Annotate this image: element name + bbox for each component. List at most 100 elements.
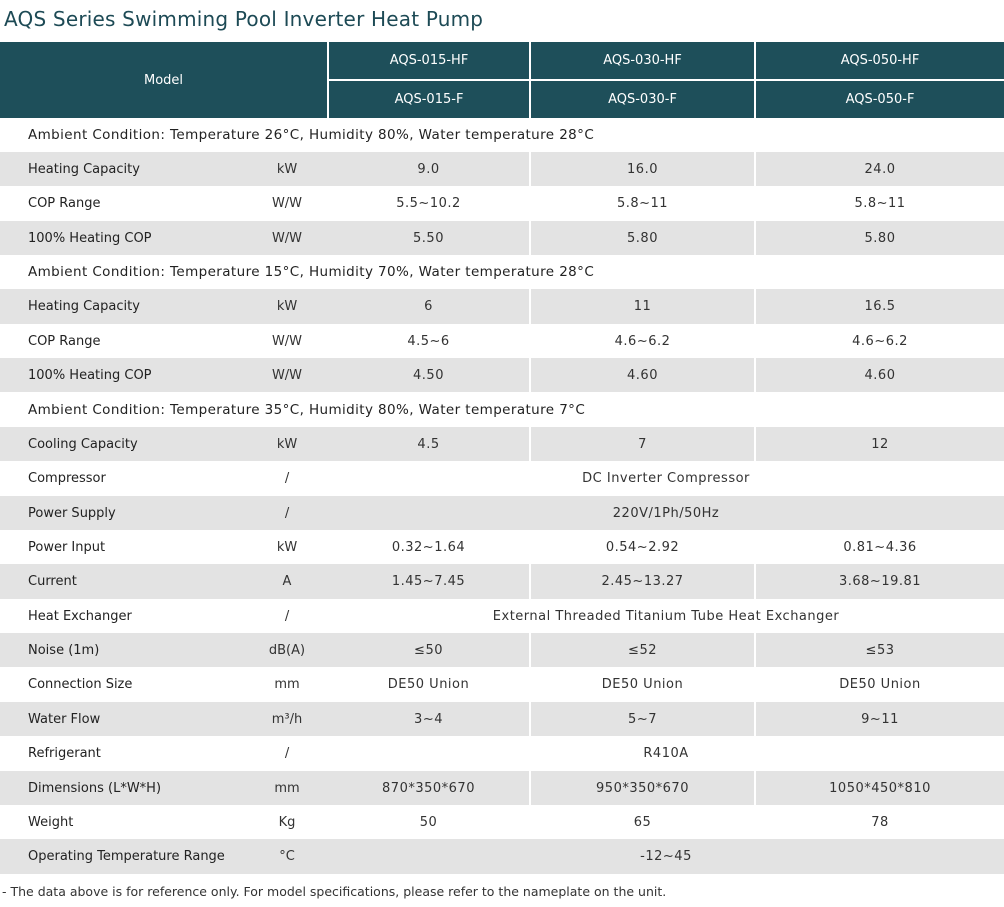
section-condition-3: Ambient Condition: Temperature 35°C, Hum…: [0, 392, 1004, 427]
table-row: COP Range W/W 4.5~6 4.6~6.2 4.6~6.2: [0, 324, 1004, 358]
table-row: Operating Temperature Range °C -12~45: [0, 839, 1004, 874]
row-value: 65: [529, 805, 756, 839]
row-unit: /: [246, 496, 329, 530]
model-hf-2: AQS-030-HF: [529, 42, 756, 81]
row-label: Heat Exchanger: [0, 599, 246, 633]
model-f-1: AQS-015-F: [327, 80, 531, 118]
row-value: 4.6~6.2: [529, 324, 756, 358]
table-row: COP Range W/W 5.5~10.2 5.8~11 5.8~11: [0, 186, 1004, 221]
row-value: 1050*450*810: [754, 771, 1004, 805]
row-value: 5.80: [529, 221, 756, 255]
row-value: 1.45~7.45: [328, 564, 531, 599]
row-value: ≤50: [328, 633, 531, 667]
row-value: 24.0: [754, 152, 1004, 186]
footnote: - The data above is for reference only. …: [2, 884, 667, 899]
row-unit: A: [246, 564, 329, 599]
row-label: 100% Heating COP: [0, 358, 246, 392]
row-label: Noise (1m): [0, 633, 246, 667]
row-value: DE50 Union: [328, 667, 531, 702]
table-row: Compressor / DC Inverter Compressor: [0, 461, 1004, 496]
row-label: Compressor: [0, 461, 246, 496]
table-body: Ambient Condition: Temperature 26°C, Hum…: [0, 118, 1004, 874]
row-value: 0.54~2.92: [529, 530, 756, 564]
table-row: Heat Exchanger / External Threaded Titan…: [0, 599, 1004, 633]
row-unit: °C: [246, 839, 329, 874]
table-row: Dimensions (L*W*H) mm 870*350*670 950*35…: [0, 771, 1004, 805]
row-label: Dimensions (L*W*H): [0, 771, 246, 805]
row-unit: kW: [246, 152, 329, 186]
row-unit: W/W: [246, 324, 329, 358]
row-label: Power Supply: [0, 496, 246, 530]
row-value: 5.80: [754, 221, 1004, 255]
row-label: 100% Heating COP: [0, 221, 246, 255]
row-label: COP Range: [0, 186, 246, 221]
row-value: 4.5~6: [328, 324, 531, 358]
row-unit: /: [246, 736, 329, 771]
row-label: Cooling Capacity: [0, 427, 246, 461]
row-value: 220V/1Ph/50Hz: [328, 496, 1004, 530]
table-row: Heating Capacity kW 9.0 16.0 24.0: [0, 152, 1004, 186]
row-value: 50: [328, 805, 531, 839]
row-value: 2.45~13.27: [529, 564, 756, 599]
row-unit: mm: [246, 771, 329, 805]
row-label: Current: [0, 564, 246, 599]
row-unit: mm: [246, 667, 329, 702]
table-row: Noise (1m) dB(A) ≤50 ≤52 ≤53: [0, 633, 1004, 667]
table-row: Refrigerant / R410A: [0, 736, 1004, 771]
row-label: Weight: [0, 805, 246, 839]
row-value: 5~7: [529, 702, 756, 736]
table-header: Model AQS-015-HF AQS-030-HF AQS-050-HF A…: [0, 42, 1004, 118]
row-value: 16.5: [754, 289, 1004, 324]
row-value: 4.50: [328, 358, 531, 392]
row-label: Power Input: [0, 530, 246, 564]
model-f-3: AQS-050-F: [754, 80, 1004, 118]
row-unit: /: [246, 461, 329, 496]
row-label: Heating Capacity: [0, 152, 246, 186]
row-value: 4.60: [754, 358, 1004, 392]
table-row: Power Input kW 0.32~1.64 0.54~2.92 0.81~…: [0, 530, 1004, 564]
table-row: Power Supply / 220V/1Ph/50Hz: [0, 496, 1004, 530]
row-unit: kW: [246, 530, 329, 564]
row-value: -12~45: [328, 839, 1004, 874]
row-unit: kW: [246, 289, 329, 324]
row-value: 0.81~4.36: [754, 530, 1004, 564]
model-header: Model: [0, 42, 330, 118]
row-unit: m³/h: [246, 702, 329, 736]
table-row: Weight Kg 50 65 78: [0, 805, 1004, 839]
row-value: 5.8~11: [529, 186, 756, 221]
row-unit: dB(A): [246, 633, 329, 667]
row-value: 3~4: [328, 702, 531, 736]
model-hf-1: AQS-015-HF: [327, 42, 531, 81]
row-value: 6: [328, 289, 531, 324]
row-label: Refrigerant: [0, 736, 246, 771]
row-value: 950*350*670: [529, 771, 756, 805]
row-unit: W/W: [246, 358, 329, 392]
model-f-2: AQS-030-F: [529, 80, 756, 118]
row-value: 870*350*670: [328, 771, 531, 805]
section-condition-1: Ambient Condition: Temperature 26°C, Hum…: [0, 118, 1004, 152]
page-title: AQS Series Swimming Pool Inverter Heat P…: [4, 7, 484, 31]
row-value: R410A: [328, 736, 1004, 771]
row-unit: kW: [246, 427, 329, 461]
row-value: DE50 Union: [529, 667, 756, 702]
row-label: COP Range: [0, 324, 246, 358]
row-value: 4.60: [529, 358, 756, 392]
row-value: 5.5~10.2: [328, 186, 531, 221]
row-unit: W/W: [246, 186, 329, 221]
row-value: 0.32~1.64: [328, 530, 531, 564]
row-value: 4.5: [328, 427, 531, 461]
table-row: Connection Size mm DE50 Union DE50 Union…: [0, 667, 1004, 702]
table-row: Heating Capacity kW 6 11 16.5: [0, 289, 1004, 324]
row-value: 16.0: [529, 152, 756, 186]
row-value: 9~11: [754, 702, 1004, 736]
table-row: Cooling Capacity kW 4.5 7 12: [0, 427, 1004, 461]
row-unit: W/W: [246, 221, 329, 255]
row-label: Connection Size: [0, 667, 246, 702]
row-value: 9.0: [328, 152, 531, 186]
row-unit: Kg: [246, 805, 329, 839]
table-row: Water Flow m³/h 3~4 5~7 9~11: [0, 702, 1004, 736]
row-value: ≤53: [754, 633, 1004, 667]
row-value: DC Inverter Compressor: [328, 461, 1004, 496]
spec-table: Model AQS-015-HF AQS-030-HF AQS-050-HF A…: [0, 42, 1004, 874]
model-hf-3: AQS-050-HF: [754, 42, 1004, 81]
